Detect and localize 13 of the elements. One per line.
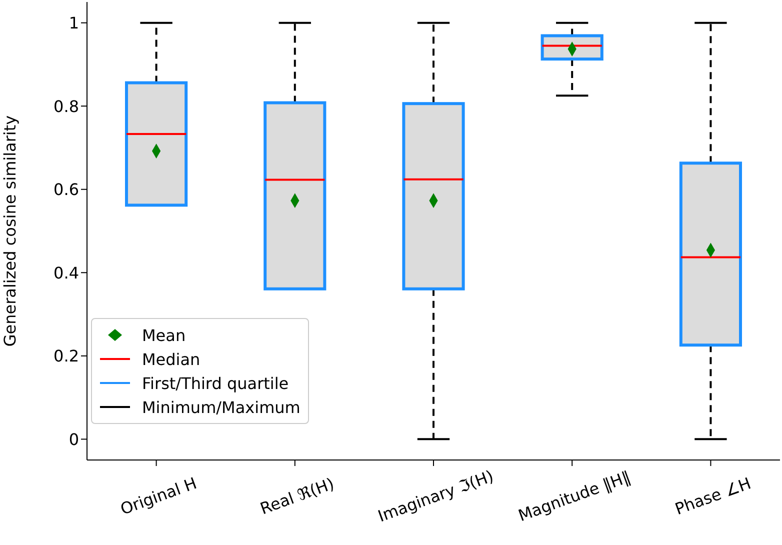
y-tick-label: 0.6 bbox=[54, 180, 79, 200]
annotation: Median bbox=[142, 350, 200, 368]
legend-label: Mean bbox=[142, 326, 186, 344]
annotation: First/Third quartile bbox=[142, 374, 289, 392]
annotation: Minimum/Maximum bbox=[142, 398, 300, 416]
x-tick-label: Real ℜ(H) bbox=[258, 474, 337, 518]
y-tick-label: 0.8 bbox=[54, 96, 79, 116]
y-tick-label: 0.4 bbox=[54, 263, 79, 282]
y-axis-title: Generalized cosine similarity bbox=[0, 115, 20, 347]
x-tick-label: Phase ∠H bbox=[672, 474, 754, 519]
y-tick-label: 1 bbox=[68, 14, 79, 32]
y-tick-label: 0.2 bbox=[54, 346, 79, 366]
y-tick-label: 0 bbox=[68, 430, 79, 449]
